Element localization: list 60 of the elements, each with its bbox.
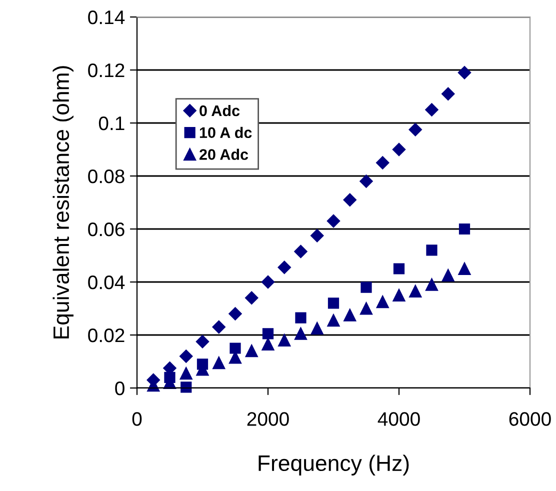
point (409, 285, 422, 298)
point (328, 298, 340, 309)
point (442, 87, 455, 100)
point (230, 342, 241, 354)
y-tick-label: 0.06 (88, 222, 124, 236)
point (294, 327, 307, 340)
point (294, 244, 308, 258)
point (360, 174, 373, 188)
legend-label: 10 A dc (200, 126, 252, 138)
point (360, 282, 372, 293)
point (295, 312, 306, 324)
point (392, 289, 406, 302)
point (360, 302, 372, 315)
point (326, 214, 340, 228)
point (426, 244, 438, 256)
point (262, 328, 274, 340)
y-tick-label: 0.08 (88, 169, 124, 184)
point (343, 193, 356, 206)
point (408, 123, 422, 136)
y-tick-label: 0.12 (88, 63, 124, 78)
point (212, 356, 226, 370)
y-tick-label: 0.04 (88, 275, 125, 290)
point (458, 223, 470, 235)
point (393, 263, 405, 274)
point (228, 307, 242, 320)
point (245, 344, 258, 358)
x-tick-label: 2000 (247, 412, 289, 426)
point (344, 308, 356, 322)
y-tick-label: 0.1 (98, 116, 124, 130)
point (310, 229, 324, 242)
point (245, 291, 258, 304)
y-tick-label: 0.02 (88, 328, 124, 342)
point (426, 278, 438, 291)
x-tick-label: 0 (132, 412, 142, 426)
y-tick-label: 0.14 (88, 10, 125, 24)
point (261, 275, 275, 289)
x-axis-title: Frequency (Hz) (258, 454, 409, 476)
y-axis-title: Equivalent resistance (ohm) (52, 66, 74, 338)
point (442, 269, 454, 282)
y-tick-label: 0 (115, 381, 124, 396)
point (392, 142, 406, 156)
point (180, 382, 192, 393)
point (310, 322, 324, 335)
x-tick-label: 4000 (378, 412, 420, 426)
point (212, 320, 226, 334)
point (180, 350, 193, 363)
point (327, 314, 340, 327)
point (278, 260, 291, 274)
point (262, 338, 274, 351)
point (458, 262, 471, 275)
legend-label: 0 Adc (200, 104, 240, 116)
legend-label: 20 Adc (200, 148, 248, 160)
point (196, 335, 210, 348)
point (278, 334, 291, 347)
point (458, 66, 472, 80)
x-tick-label: 6000 (509, 412, 551, 426)
point (180, 367, 192, 380)
point (425, 103, 438, 116)
point (376, 156, 390, 170)
point (376, 296, 389, 308)
